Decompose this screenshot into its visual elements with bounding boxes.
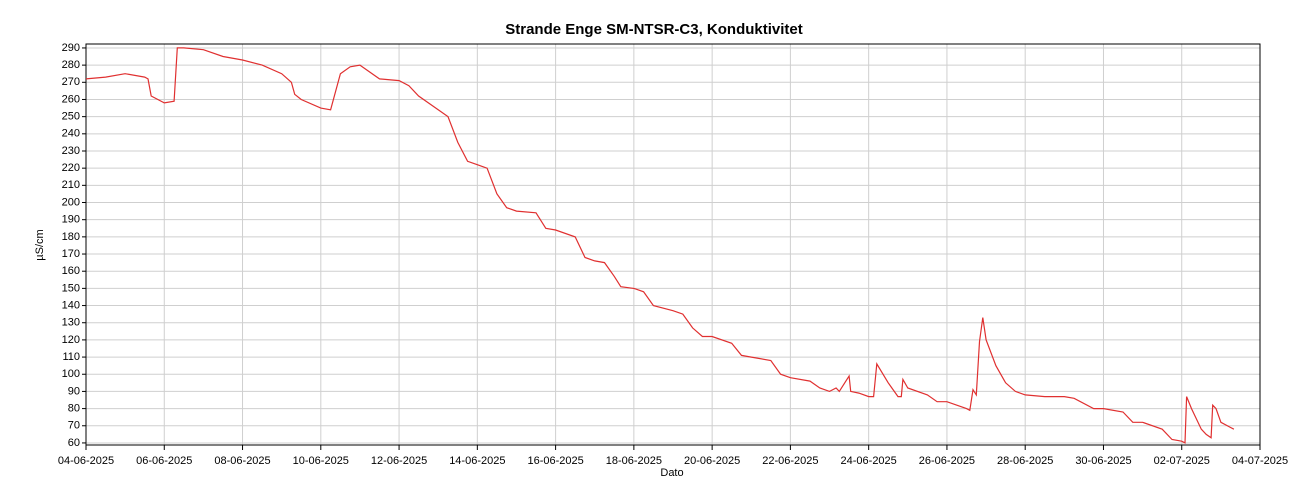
y-tick-label: 170 xyxy=(62,248,80,260)
data-line xyxy=(85,47,1235,444)
plot-frame xyxy=(85,43,1261,446)
y-tick-label: 210 xyxy=(62,179,80,191)
x-tick-label: 26-06-2025 xyxy=(919,455,975,467)
y-tick-label: 200 xyxy=(62,196,80,208)
x-tick-label: 24-06-2025 xyxy=(841,455,897,467)
y-tick-label: 120 xyxy=(62,334,80,346)
x-tick-label: 20-06-2025 xyxy=(684,455,740,467)
y-tick-label: 270 xyxy=(62,76,80,88)
y-tick-label: 220 xyxy=(62,162,80,174)
y-tick-label: 60 xyxy=(68,437,80,449)
y-tick-label: 290 xyxy=(62,42,80,54)
x-tick-label: 10-06-2025 xyxy=(293,455,349,467)
y-tick-label: 180 xyxy=(62,231,80,243)
y-tick-label: 90 xyxy=(68,385,80,397)
x-tick-label: 12-06-2025 xyxy=(371,455,427,467)
y-tick-label: 70 xyxy=(68,420,80,432)
x-tick-label: 06-06-2025 xyxy=(136,455,192,467)
y-tick-label: 160 xyxy=(62,265,80,277)
x-tick-label: 04-07-2025 xyxy=(1232,455,1288,467)
y-tick-label: 250 xyxy=(62,111,80,123)
x-tick-label: 22-06-2025 xyxy=(762,455,818,467)
y-tick-label: 150 xyxy=(62,282,80,294)
x-tick-label: 30-06-2025 xyxy=(1075,455,1131,467)
x-tick-label: 02-07-2025 xyxy=(1154,455,1210,467)
y-tick-label: 280 xyxy=(62,59,80,71)
x-tick-label: 18-06-2025 xyxy=(606,455,662,467)
y-tick-label: 100 xyxy=(62,368,80,380)
y-tick-label: 240 xyxy=(62,128,80,140)
y-tick-label: 80 xyxy=(68,402,80,414)
chart-title: Strande Enge SM-NTSR-C3, Konduktivitet xyxy=(505,21,803,38)
y-axis-label: µS/cm xyxy=(34,229,46,260)
x-tick-label: 28-06-2025 xyxy=(997,455,1053,467)
y-tick-label: 140 xyxy=(62,299,80,311)
y-tick-label: 110 xyxy=(62,351,80,363)
y-tick-label: 230 xyxy=(62,145,80,157)
y-tick-label: 130 xyxy=(62,317,80,329)
y-tick-label: 190 xyxy=(62,214,80,226)
x-tick-label: 14-06-2025 xyxy=(449,455,505,467)
x-axis-label: Dato xyxy=(660,467,683,479)
x-tick-label: 04-06-2025 xyxy=(58,455,114,467)
x-tick-label: 16-06-2025 xyxy=(527,455,583,467)
x-tick-label: 08-06-2025 xyxy=(214,455,270,467)
y-tick-label: 260 xyxy=(62,93,80,105)
